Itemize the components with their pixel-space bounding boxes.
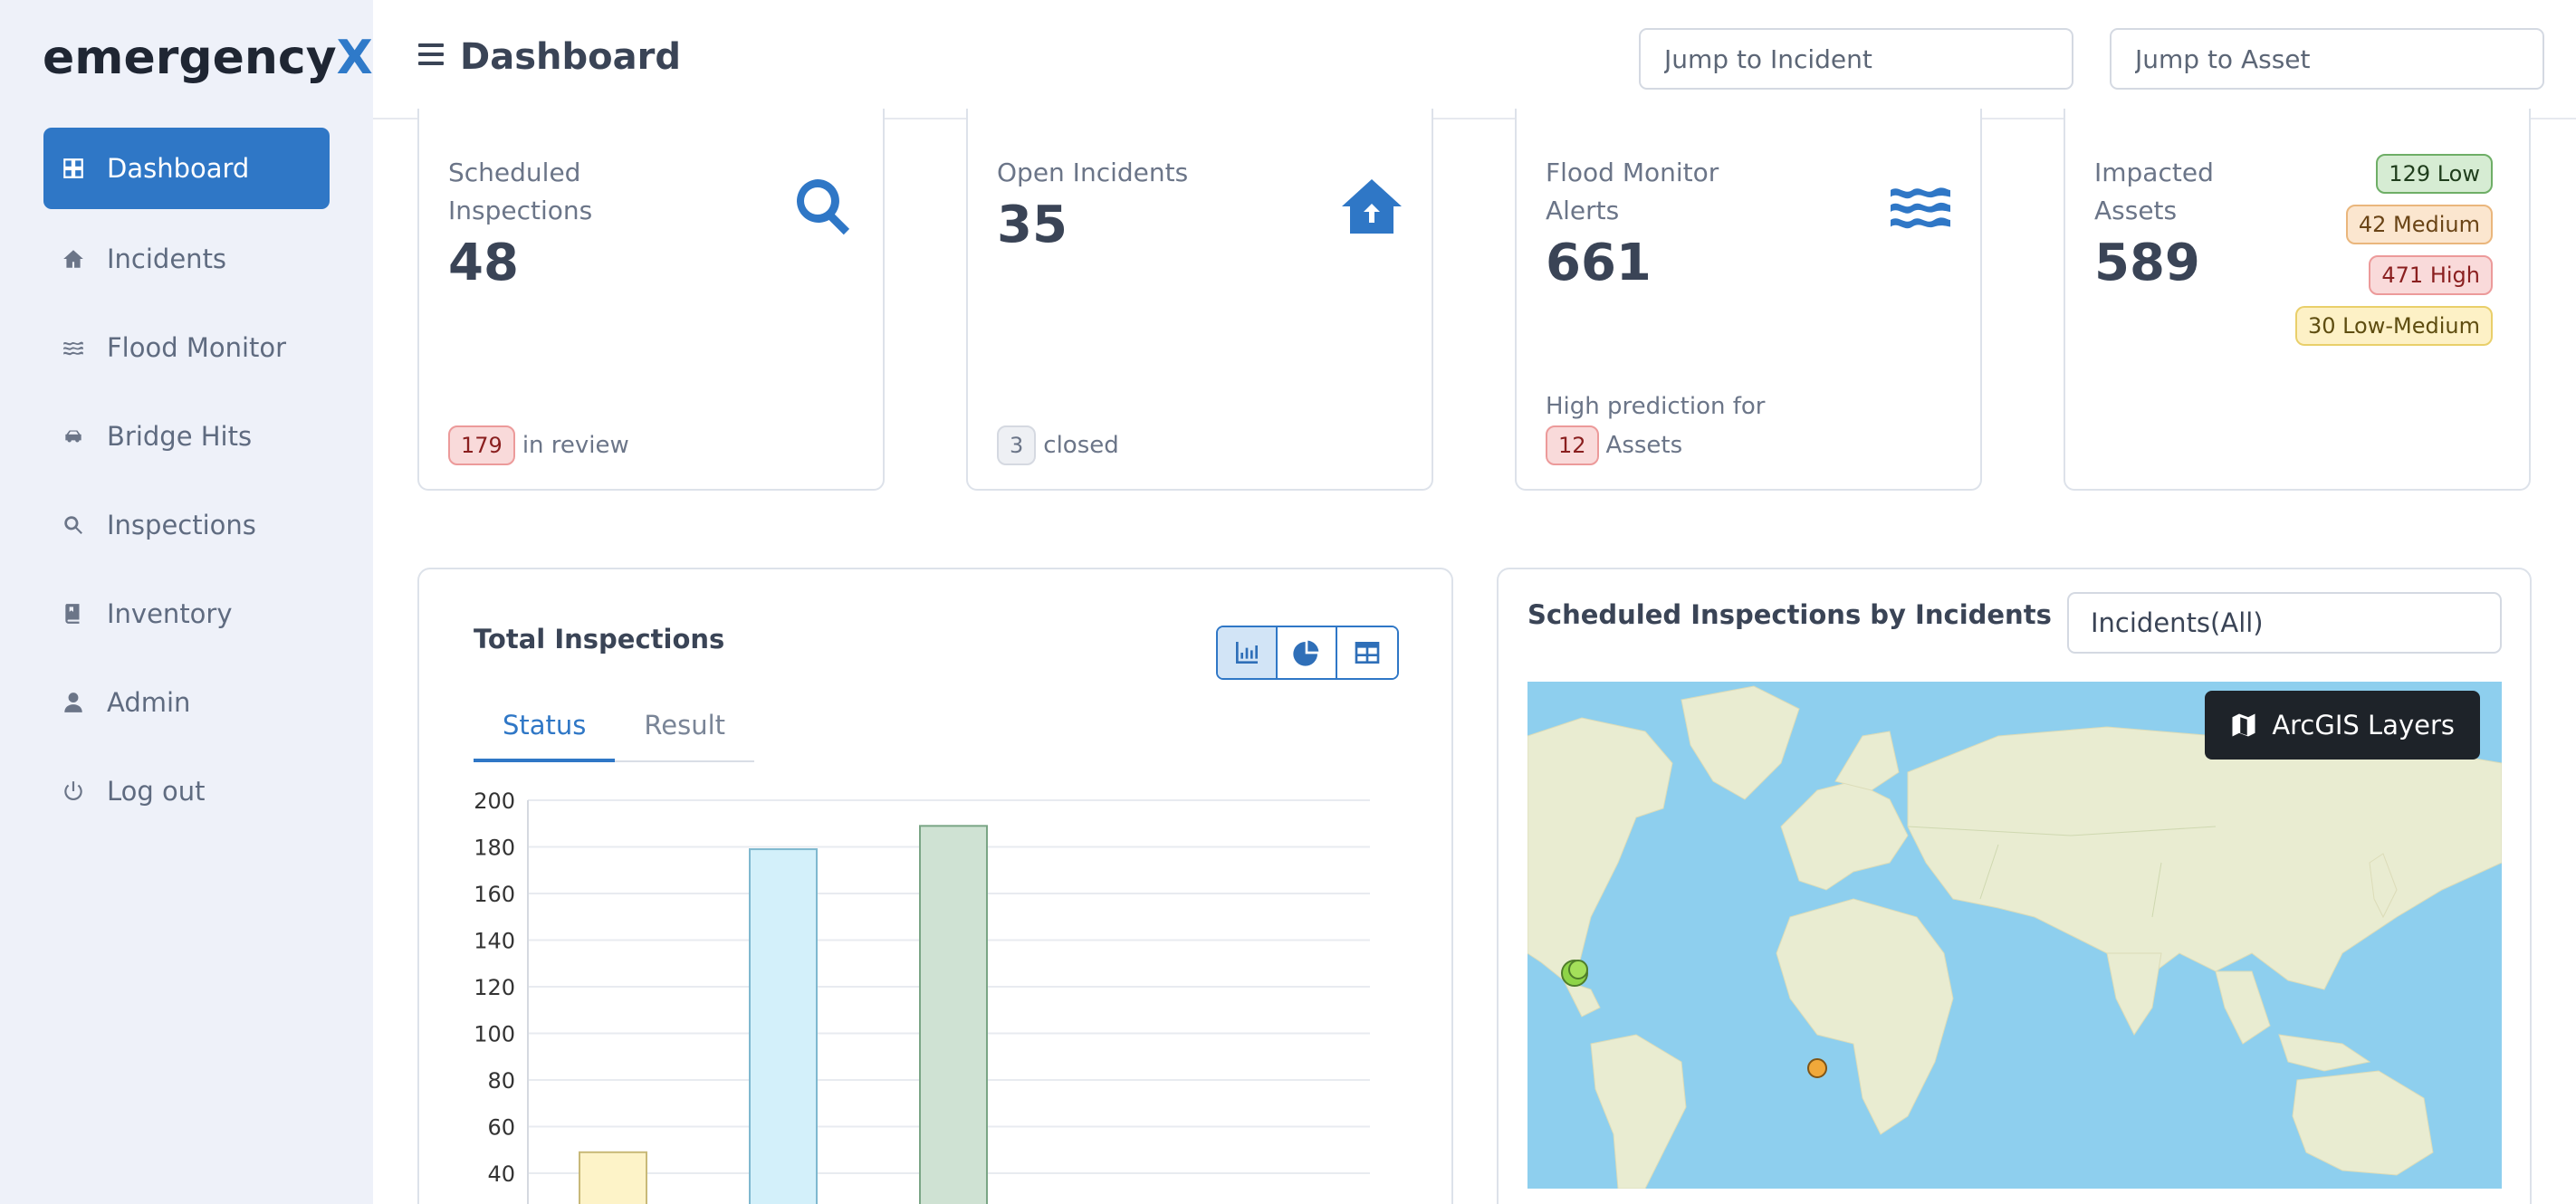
y-tick-label: 100 — [474, 1022, 515, 1047]
inspections-bar-chart: 200 180 160 140 120 100 80 60 40 — [474, 788, 1370, 1204]
sidebar-item-incidents[interactable]: Incidents — [43, 218, 330, 300]
closed-badge: 3 — [997, 425, 1037, 465]
sidebar-item-dashboard[interactable]: Dashboard — [43, 128, 330, 209]
map-canvas — [1527, 685, 2502, 1189]
water-icon — [60, 334, 87, 361]
panel-title: Total Inspections — [474, 624, 725, 655]
severity-low-medium-badge: 30 Low-Medium — [2294, 306, 2493, 346]
card-value: 35 — [997, 196, 1068, 254]
card-footer: 179 in review — [448, 425, 629, 465]
search-icon — [60, 511, 87, 539]
sidebar: emergencyX Dashboard Incidents Flood Mon… — [0, 0, 373, 1204]
card-label: Open Incidents — [997, 158, 1189, 187]
map-marker[interactable] — [1807, 1058, 1827, 1078]
book-icon — [60, 600, 87, 627]
chart-bar[interactable] — [919, 825, 988, 1204]
pie-chart-icon — [1293, 640, 1319, 666]
sidebar-item-label: Inspections — [107, 510, 256, 540]
top-header: Dashboard — [373, 0, 2576, 119]
menu-toggle-icon[interactable] — [418, 43, 444, 65]
sidebar-item-flood-monitor[interactable]: Flood Monitor — [43, 307, 330, 388]
y-tick-label: 40 — [487, 1161, 515, 1187]
scheduled-inspections-card[interactable]: Scheduled Inspections 48 179 in review — [417, 109, 885, 491]
flood-monitor-alerts-card[interactable]: Flood Monitor Alerts 661 High prediction … — [1515, 109, 1982, 491]
tab-status[interactable]: Status — [474, 710, 616, 762]
home-icon — [1342, 179, 1402, 234]
card-label: Scheduled Inspections — [448, 158, 593, 225]
card-value: 48 — [448, 234, 519, 292]
arcgis-layers-button[interactable]: ArcGIS Layers — [2205, 691, 2480, 760]
sidebar-item-label: Flood Monitor — [107, 332, 287, 363]
chart-tabs: Status Result — [474, 710, 755, 762]
sidebar-item-inventory[interactable]: Inventory — [43, 573, 330, 655]
incidents-filter-select[interactable]: Incidents(All) — [2067, 592, 2502, 654]
total-inspections-panel: Total Inspections Status Result 200 180 16… — [417, 568, 1453, 1204]
user-icon — [60, 689, 87, 716]
table-icon — [1355, 642, 1380, 664]
sidebar-item-label: Bridge Hits — [107, 421, 253, 452]
jump-to-incident-input[interactable] — [1639, 28, 2073, 90]
sidebar-item-admin[interactable]: Admin — [43, 662, 330, 743]
severity-medium-badge: 42 Medium — [2345, 205, 2493, 244]
search-icon — [797, 179, 850, 235]
card-footer: High prediction for 12 Assets — [1546, 393, 1765, 465]
y-tick-label: 140 — [474, 929, 515, 954]
chart-bar[interactable] — [579, 1151, 647, 1204]
panel-title: Scheduled Inspections by Incidents — [1527, 599, 2052, 630]
home-icon — [60, 245, 87, 272]
in-review-badge: 179 — [448, 425, 515, 465]
power-icon — [60, 778, 87, 805]
water-icon — [1891, 187, 1950, 229]
table-view-button[interactable] — [1337, 627, 1397, 678]
sidebar-item-logout[interactable]: Log out — [43, 750, 330, 832]
tab-result[interactable]: Result — [644, 710, 726, 741]
bar-chart-icon — [1236, 642, 1258, 664]
sidebar-item-bridge-hits[interactable]: Bridge Hits — [43, 396, 330, 477]
app-logo[interactable]: emergencyX — [43, 31, 373, 85]
scheduled-inspections-map-panel: Scheduled Inspections by Incidents Incid… — [1497, 568, 2532, 1204]
dashboard-icon — [60, 155, 87, 182]
car-crash-icon — [60, 423, 87, 450]
card-value: 589 — [2094, 234, 2200, 292]
y-tick-label: 160 — [474, 882, 515, 907]
card-footer: 3 closed — [997, 425, 1119, 465]
y-tick-label: 80 — [487, 1068, 515, 1094]
sidebar-item-label: Dashboard — [107, 153, 250, 184]
world-map[interactable]: ArcGIS Layers — [1527, 682, 2502, 1189]
impacted-assets-card[interactable]: Impacted Assets 589 129 Low 42 Medium 471… — [2064, 109, 2531, 491]
chart-view-toggle — [1216, 626, 1399, 680]
card-value: 661 — [1546, 234, 1652, 292]
card-label: Flood Monitor Alerts — [1546, 158, 1719, 225]
sidebar-item-label: Inventory — [107, 598, 233, 629]
sidebar-item-label: Log out — [107, 776, 206, 807]
sidebar-item-label: Admin — [107, 687, 191, 718]
sidebar-item-label: Incidents — [107, 244, 227, 274]
severity-high-badge: 471 High — [2369, 255, 2493, 295]
sidebar-item-inspections[interactable]: Inspections — [43, 484, 330, 566]
pie-chart-view-button[interactable] — [1278, 627, 1337, 678]
y-tick-label: 180 — [474, 836, 515, 861]
y-tick-label: 60 — [487, 1115, 515, 1141]
y-tick-label: 200 — [474, 788, 515, 814]
bar-chart-view-button[interactable] — [1218, 627, 1278, 678]
chart-bar[interactable] — [749, 848, 818, 1204]
page-title: Dashboard — [460, 36, 681, 78]
jump-to-asset-input[interactable] — [2110, 28, 2544, 90]
y-tick-label: 120 — [474, 975, 515, 1000]
card-label: Impacted Assets — [2094, 158, 2214, 225]
severity-low-badge: 129 Low — [2376, 154, 2493, 194]
open-incidents-card[interactable]: Open Incidents 35 3 closed — [966, 109, 1433, 491]
map-icon — [2232, 713, 2255, 737]
assets-badge: 12 — [1546, 425, 1599, 465]
